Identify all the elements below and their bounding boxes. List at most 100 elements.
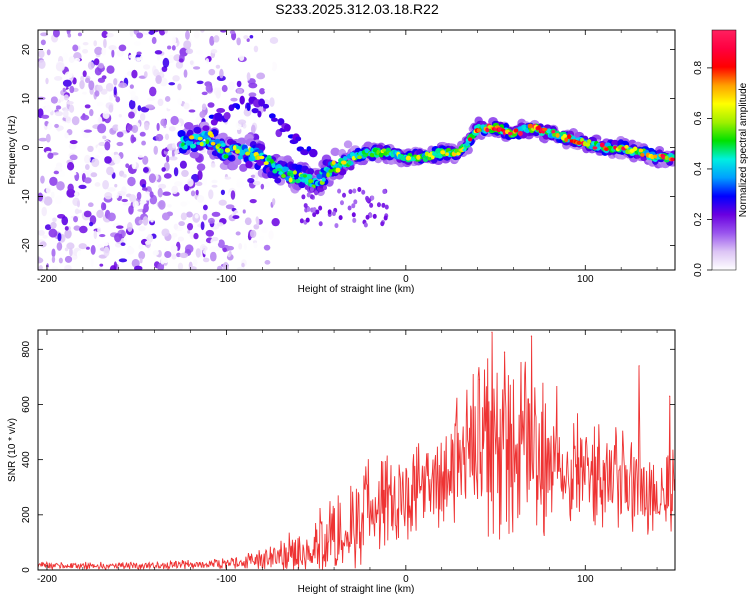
noise-blob <box>160 257 165 265</box>
noise-blob <box>248 82 258 89</box>
noise-blob <box>219 68 224 79</box>
colorbar-gradient <box>711 29 737 271</box>
noise-blob <box>52 30 60 38</box>
y-tick-label: 10 <box>21 93 32 105</box>
noise-blob <box>269 36 279 44</box>
noise-blob <box>183 102 190 110</box>
noise-blob <box>126 246 135 255</box>
tail-blob <box>306 206 311 212</box>
spectrogram-content <box>38 30 675 270</box>
noise-blob <box>269 97 275 107</box>
ridge-blob <box>308 178 314 184</box>
noise-blob <box>222 261 229 270</box>
noise-blob <box>172 75 180 82</box>
noise-blob <box>185 30 190 40</box>
x-tick-label: -100 <box>216 574 236 585</box>
noise-blob <box>102 242 109 247</box>
noise-blob <box>111 49 115 58</box>
ridge-blob <box>405 155 412 161</box>
ridge-blob <box>378 152 384 158</box>
noise-blob <box>186 222 194 231</box>
ridge-blob <box>272 169 278 174</box>
noise-blob <box>163 173 172 179</box>
branch-blob <box>277 118 285 126</box>
noise-blob <box>252 180 261 186</box>
ridge-blob <box>184 144 188 150</box>
noise-blob <box>113 151 119 156</box>
ridge-blob <box>381 148 386 153</box>
noise-blob <box>187 178 194 187</box>
noise-blob <box>71 172 77 176</box>
noise-blob <box>108 44 117 51</box>
noise-blob <box>259 87 266 95</box>
branch-blob <box>308 148 318 158</box>
noise-blob <box>254 171 259 181</box>
branch-blob <box>258 98 265 107</box>
noise-blob <box>202 257 210 263</box>
noise-blob <box>143 167 149 173</box>
noise-blob <box>87 202 94 208</box>
snr-content <box>38 331 675 570</box>
noise-blob <box>253 45 259 53</box>
noise-blob <box>252 113 258 123</box>
noise-blob <box>136 57 141 63</box>
tail-blob <box>381 202 386 208</box>
ridge-blob <box>183 122 194 130</box>
noise-blob <box>239 54 245 62</box>
noise-blob <box>84 154 91 164</box>
noise-blob <box>44 224 52 231</box>
noise-blob <box>45 133 51 143</box>
noise-blob <box>129 84 134 89</box>
ridge-blob <box>390 153 395 158</box>
noise-blob <box>78 243 87 250</box>
noise-blob <box>193 232 199 240</box>
noise-blob <box>129 30 134 37</box>
noise-blob <box>142 216 149 226</box>
noise-blob <box>235 231 241 236</box>
noise-blob <box>64 264 72 270</box>
noise-blob <box>45 77 49 85</box>
ridge-blob <box>328 169 334 173</box>
noise-blob <box>127 176 136 187</box>
noise-blob <box>141 140 146 146</box>
noise-blob <box>156 55 161 61</box>
ridge-blob <box>326 172 330 178</box>
noise-blob <box>197 170 203 181</box>
noise-blob <box>157 98 164 107</box>
noise-blob <box>164 95 171 102</box>
noise-blob <box>38 229 45 236</box>
noise-blob <box>138 225 146 232</box>
noise-blob <box>249 34 254 39</box>
noise-blob <box>138 219 143 225</box>
noise-blob <box>179 160 187 169</box>
noise-blob <box>64 132 69 139</box>
noise-blob <box>64 255 73 263</box>
noise-blob <box>56 181 65 191</box>
branch-blob <box>216 107 226 114</box>
x-tick-label: 0 <box>403 274 409 285</box>
noise-blob <box>260 183 265 190</box>
ridge-blob <box>197 136 203 141</box>
ridge-blob <box>274 177 282 184</box>
noise-blob <box>121 198 128 203</box>
ridge-blob <box>585 142 591 147</box>
ridge-blob <box>223 154 229 159</box>
ridge-blob <box>304 181 309 185</box>
noise-blob <box>209 246 218 252</box>
tail-blob <box>309 194 314 200</box>
ridge-blob <box>288 177 293 183</box>
noise-blob <box>194 213 199 219</box>
noise-blob <box>63 109 69 119</box>
noise-blob <box>229 30 236 35</box>
noise-blob <box>54 91 62 97</box>
y-tick-label: 200 <box>21 506 32 523</box>
noise-blob <box>171 253 177 260</box>
ridge-blob <box>416 154 421 160</box>
noise-blob <box>160 118 167 127</box>
noise-blob <box>207 102 215 108</box>
noise-blob <box>100 202 106 211</box>
noise-blob <box>199 239 206 244</box>
noise-blob <box>250 124 256 135</box>
ridge-blob <box>513 128 519 133</box>
